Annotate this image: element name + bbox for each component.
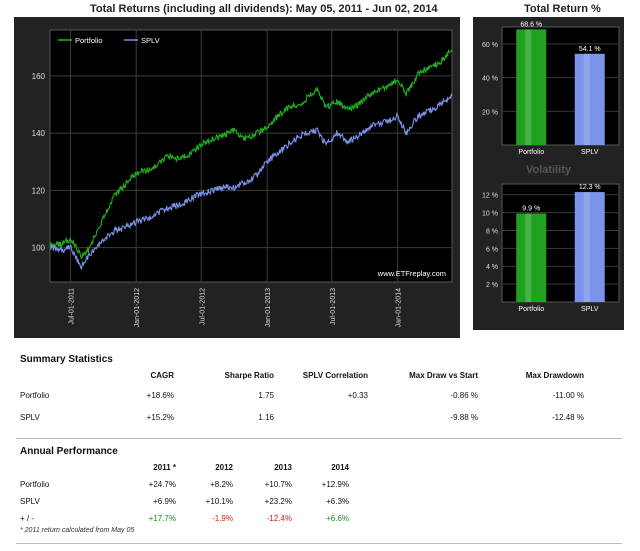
y-tick-label: 140 (32, 129, 46, 138)
y-tick-label: 100 (32, 244, 46, 253)
volatility-bar-chart: 2 % 4 % 6 % 8 % 10 % 12 % 9.9 % Portfolio 12.3 %… (482, 183, 620, 313)
summary-header-max-drawdown: Max Drawdown (525, 371, 584, 380)
annual-value: +24.7% (148, 480, 176, 489)
summary-correlation-value (274, 406, 368, 428)
volatility-title: Volatility (525, 164, 572, 176)
summary-correlation-value: +0.33 (347, 390, 368, 400)
right-charts-panel: 20 % 40 % 60 % 68.6 % Portfolio 54.1 % SPLV Vo… (473, 17, 624, 330)
bar-highlight (583, 53, 590, 145)
summary-sharpe-value: 1.16 (258, 412, 274, 422)
annual-value: +12.9% (321, 480, 349, 489)
summary-header-max-draw-start: Max Draw vs Start (409, 371, 478, 380)
bar-splv (574, 53, 605, 145)
annual-table: 2011 * 2012 2013 2014 Portfolio +24.7% +… (20, 459, 349, 527)
annual-value: +10.1% (205, 497, 233, 506)
bar-category-label: Portfolio (518, 149, 544, 156)
annual-value: +6.9% (153, 497, 176, 506)
summary-header-row: CAGR Sharpe Ratio SPLV Correlation Max D… (20, 367, 598, 384)
bar-category-label: SPLV (581, 306, 599, 313)
summary-row-name: SPLV (20, 412, 40, 422)
annual-header-2011: 2011 * (153, 463, 176, 472)
summary-header-sharpe: Sharpe Ratio (224, 371, 274, 380)
annual-diff-value: -1.9% (212, 514, 233, 523)
table-row: Portfolio +24.7% +8.2% +10.7% +12.9% (20, 476, 349, 493)
bar-portfolio (516, 29, 547, 145)
bar-value-label: 54.1 % (579, 46, 601, 53)
summary-max-draw-start-value: -9.88 % (450, 412, 478, 422)
y-tick-label: 8 % (486, 228, 498, 235)
annual-value: +23.2% (264, 497, 292, 506)
summary-max-drawdown-value: -11.00 % (552, 390, 584, 400)
y-tick-label: 60 % (482, 42, 498, 49)
main-chart-title: Total Returns (including all dividends):… (90, 3, 438, 15)
x-tick-label: Jul-01-2011 (68, 288, 75, 325)
bar-category-label: Portfolio (518, 306, 544, 313)
y-tick-label: 20 % (482, 109, 498, 116)
main-chart-panel: 100 120 140 160 Jul-01-2011 Jan-01-2012 Jul-01… (14, 17, 460, 338)
y-tick-label: 160 (32, 72, 46, 81)
series-line-splv (49, 93, 453, 270)
y-tick-label: 120 (32, 186, 46, 195)
y-tick-label: 6 % (486, 246, 498, 253)
y-tick-label: 40 % (482, 76, 498, 83)
x-tick-label: Jan-01-2013 (265, 288, 272, 327)
legend-label: Portfolio (75, 36, 103, 45)
annual-row-name: SPLV (20, 497, 40, 506)
summary-sharpe-value: 1.75 (258, 390, 274, 400)
table-row: + / - +17.7% -1.9% -12.4% +6.6% (20, 510, 349, 527)
bottom-divider (16, 543, 622, 544)
watermark: www.ETFreplay.com (377, 269, 446, 278)
bar-value-label: 68.6 % (520, 21, 542, 28)
annual-footnote: * 2011 return calculated from May 05 (20, 527, 135, 534)
annual-value: +6.3% (326, 497, 349, 506)
y-tick-label: 12 % (482, 193, 498, 200)
x-tick-label: Jan-01-2014 (396, 288, 403, 327)
series-line-portfolio (49, 48, 453, 260)
annual-header-row: 2011 * 2012 2013 2014 (20, 459, 349, 476)
x-tick-label: Jan-01-2012 (134, 288, 141, 327)
x-tick-label: Jul-01-2013 (330, 288, 337, 325)
total-return-title: Total Return % (524, 3, 601, 15)
summary-title: Summary Statistics (20, 354, 113, 365)
x-tick-label: Jul-01-2012 (199, 288, 206, 325)
bar-highlight (583, 192, 590, 302)
summary-header-cagr: CAGR (150, 371, 174, 380)
annual-header-2013: 2013 (274, 463, 292, 472)
plot-area (49, 29, 453, 283)
annual-title: Annual Performance (20, 446, 118, 457)
y-tick-label: 4 % (486, 264, 498, 271)
annual-row-name: Portfolio (20, 480, 50, 489)
bar-highlight (525, 29, 532, 145)
bar-value-label: 12.3 % (579, 184, 601, 191)
bar-value-label: 9.9 % (522, 206, 540, 213)
annual-diff-value: +6.6% (326, 514, 349, 523)
bar-category-label: SPLV (581, 149, 599, 156)
bar-highlight (525, 213, 532, 302)
annual-value: +8.2% (210, 480, 233, 489)
section-divider (16, 438, 622, 439)
summary-max-draw-start-value: -0.86 % (450, 390, 478, 400)
annual-diff-value: +17.7% (148, 514, 176, 523)
total-return-bar-chart: 20 % 40 % 60 % 68.6 % Portfolio 54.1 % SPLV (482, 21, 620, 156)
annual-row-name: + / - (20, 514, 35, 523)
summary-cagr-value: +15.2% (146, 412, 174, 422)
summary-table: CAGR Sharpe Ratio SPLV Correlation Max D… (20, 367, 598, 428)
y-tick-label: 2 % (486, 282, 498, 289)
y-tick-label: 10 % (482, 211, 498, 218)
table-row: SPLV +6.9% +10.1% +23.2% +6.3% (20, 493, 349, 510)
summary-row-name: Portfolio (20, 390, 50, 400)
table-row: Portfolio +18.6% 1.75 +0.33 -0.86 % -11.… (20, 384, 598, 406)
annual-value: +10.7% (264, 480, 292, 489)
annual-diff-value: -12.4% (266, 514, 292, 523)
annual-header-2012: 2012 (215, 463, 233, 472)
summary-cagr-value: +18.6% (146, 390, 174, 400)
summary-header-correlation: SPLV Correlation (302, 371, 368, 380)
main-line-chart: 100 120 140 160 Jul-01-2011 Jan-01-2012 Jul-01… (32, 29, 453, 327)
table-row: SPLV +15.2% 1.16 -9.88 % -12.48 % (20, 406, 598, 428)
annual-header-2014: 2014 (331, 463, 349, 472)
bar-splv (574, 192, 605, 302)
summary-max-drawdown-value: -12.48 % (551, 412, 584, 422)
bar-portfolio (516, 213, 547, 302)
legend-label: SPLV (141, 36, 160, 45)
